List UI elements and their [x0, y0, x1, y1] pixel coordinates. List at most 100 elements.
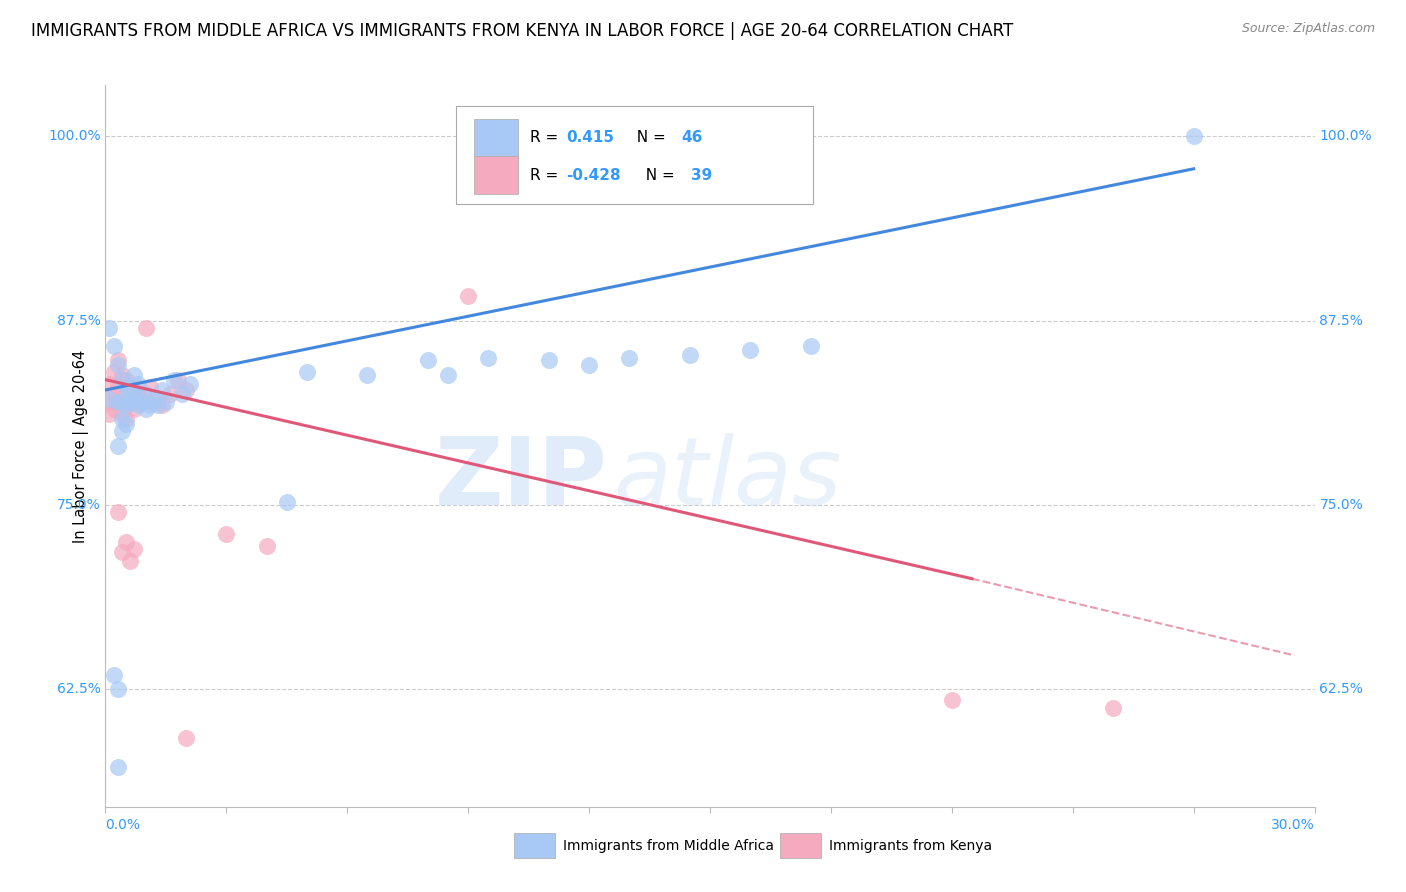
Point	[159, 387, 181, 401]
Point	[118, 383, 141, 397]
FancyBboxPatch shape	[456, 106, 813, 204]
Point	[127, 377, 149, 392]
Point	[679, 348, 702, 362]
Point	[276, 495, 298, 509]
Point	[118, 380, 141, 394]
Text: 0.415: 0.415	[567, 130, 614, 145]
Point	[98, 321, 121, 335]
Point	[114, 534, 136, 549]
Point	[114, 398, 136, 412]
Point	[114, 412, 136, 426]
Point	[163, 373, 186, 387]
Point	[179, 377, 201, 392]
Text: R =: R =	[530, 130, 562, 145]
Point	[135, 321, 157, 335]
Point	[122, 387, 145, 401]
Text: 39: 39	[690, 168, 711, 183]
Point	[110, 394, 132, 409]
Point	[110, 545, 132, 559]
Point	[110, 368, 132, 383]
Point	[110, 407, 132, 421]
Point	[146, 398, 169, 412]
Point	[107, 358, 129, 372]
Point	[740, 343, 762, 358]
Point	[107, 505, 129, 519]
Text: 87.5%: 87.5%	[1319, 314, 1364, 327]
Point	[139, 398, 162, 412]
FancyBboxPatch shape	[780, 833, 821, 858]
Point	[107, 682, 129, 697]
Text: N =: N =	[637, 168, 681, 183]
Text: 87.5%: 87.5%	[56, 314, 101, 327]
Point	[103, 365, 125, 379]
Point	[174, 731, 197, 745]
FancyBboxPatch shape	[515, 833, 555, 858]
Point	[98, 407, 121, 421]
Text: 100.0%: 100.0%	[48, 129, 101, 144]
Point	[114, 417, 136, 431]
Point	[356, 368, 378, 383]
Point	[477, 351, 499, 365]
Text: IMMIGRANTS FROM MIDDLE AFRICA VS IMMIGRANTS FROM KENYA IN LABOR FORCE | AGE 20-6: IMMIGRANTS FROM MIDDLE AFRICA VS IMMIGRA…	[31, 22, 1014, 40]
Point	[131, 394, 153, 409]
Point	[107, 439, 129, 453]
Point	[537, 353, 560, 368]
Point	[114, 373, 136, 387]
Point	[122, 383, 145, 397]
Point	[619, 351, 641, 365]
Point	[127, 398, 149, 412]
Text: R =: R =	[530, 168, 562, 183]
Point	[150, 398, 173, 412]
Point	[98, 392, 121, 406]
Text: 62.5%: 62.5%	[1319, 682, 1364, 697]
Point	[174, 383, 197, 397]
Point	[941, 692, 963, 706]
Point	[110, 424, 132, 438]
Point	[118, 394, 141, 409]
Point	[437, 368, 460, 383]
Point	[127, 387, 149, 401]
Point	[118, 554, 141, 568]
Point	[98, 394, 121, 409]
Point	[107, 380, 129, 394]
FancyBboxPatch shape	[474, 156, 517, 194]
Text: Immigrants from Middle Africa: Immigrants from Middle Africa	[562, 838, 773, 853]
Point	[122, 368, 145, 383]
Point	[110, 412, 132, 426]
Text: 75.0%: 75.0%	[56, 498, 101, 512]
Point	[107, 353, 129, 368]
Point	[135, 387, 157, 401]
Point	[131, 394, 153, 409]
Point	[118, 394, 141, 409]
Point	[150, 383, 173, 397]
Point	[122, 402, 145, 417]
Text: ZIP: ZIP	[434, 433, 607, 524]
Point	[457, 288, 479, 302]
Point	[135, 402, 157, 417]
Text: 100.0%: 100.0%	[1319, 129, 1372, 144]
Point	[107, 394, 129, 409]
Point	[155, 394, 177, 409]
Text: 30.0%: 30.0%	[1271, 818, 1315, 831]
Point	[142, 392, 165, 406]
Point	[416, 353, 439, 368]
Point	[122, 542, 145, 557]
Point	[98, 377, 121, 392]
Point	[114, 398, 136, 412]
Point	[167, 373, 190, 387]
Text: 0.0%: 0.0%	[105, 818, 141, 831]
Point	[107, 394, 129, 409]
Point	[1182, 129, 1205, 144]
Point	[215, 527, 238, 541]
Point	[170, 387, 193, 401]
Point	[256, 539, 278, 553]
Text: N =: N =	[627, 130, 671, 145]
Point	[1102, 701, 1125, 715]
Text: -0.428: -0.428	[567, 168, 621, 183]
Point	[578, 358, 600, 372]
Text: atlas: atlas	[613, 433, 842, 524]
Text: Source: ZipAtlas.com: Source: ZipAtlas.com	[1241, 22, 1375, 36]
Text: 46: 46	[681, 130, 703, 145]
Point	[114, 380, 136, 394]
Point	[103, 402, 125, 417]
